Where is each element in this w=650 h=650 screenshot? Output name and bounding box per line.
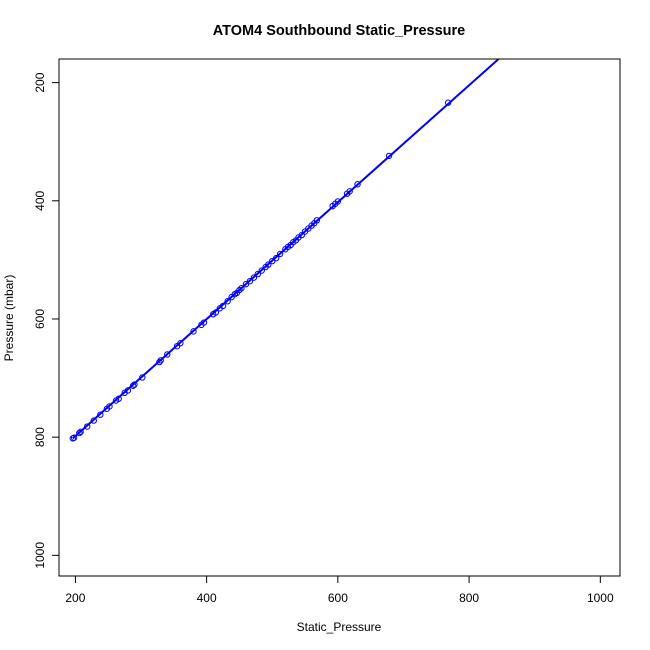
data-point [242,280,250,288]
x-tick-label: 400 [197,591,217,605]
data-point [334,198,342,205]
data-point [258,267,265,274]
data-point [124,387,132,394]
data-point [298,231,305,239]
data-point [385,152,393,160]
data-point [238,285,245,292]
data-layer [69,59,501,442]
data-point [444,99,452,106]
data-point [276,250,284,258]
data-point [115,395,122,402]
y-axis-label: Pressure (mbar) [2,275,16,362]
plot-frame [58,58,621,577]
data-point [76,429,83,437]
y-tick-label: 400 [33,190,47,210]
y-axis: 200 400 600 800 1000 [33,72,60,569]
data-point [265,261,272,268]
x-tick-label: 800 [459,591,479,605]
data-point [106,403,113,410]
x-tick-label: 200 [65,591,85,605]
x-axis-label: Static_Pressure [297,620,382,634]
y-tick-label: 600 [33,309,47,329]
data-point [250,274,258,281]
data-point [84,423,91,430]
chart-title: ATOM4 Southbound Static_Pressure [213,23,465,39]
data-point [346,188,353,195]
data-point [190,328,197,335]
data-point [90,417,97,424]
data-point [354,181,361,188]
data-point [269,257,276,265]
data-point [70,434,78,441]
data-point [164,351,171,358]
data-point [219,302,227,310]
data-point [224,298,231,305]
data-point [157,357,164,364]
y-tick-label: 1000 [33,542,47,569]
data-point [212,309,220,316]
data-point [156,358,163,366]
data-point [129,382,137,389]
y-tick-label: 800 [33,427,47,447]
data-point [131,381,138,388]
data-point [177,340,184,347]
data-point [272,254,280,262]
data-point [77,428,84,436]
data-point [200,319,208,326]
data-point [254,270,262,278]
data-point [236,286,243,294]
data-point [313,217,321,224]
x-axis: 200 400 600 800 1000 [65,575,614,605]
data-point [97,411,104,418]
data-point [139,374,146,381]
y-tick-label: 200 [33,72,47,92]
x-tick-label: 1000 [587,591,614,605]
data-point [246,277,254,285]
x-tick-label: 600 [328,591,348,605]
